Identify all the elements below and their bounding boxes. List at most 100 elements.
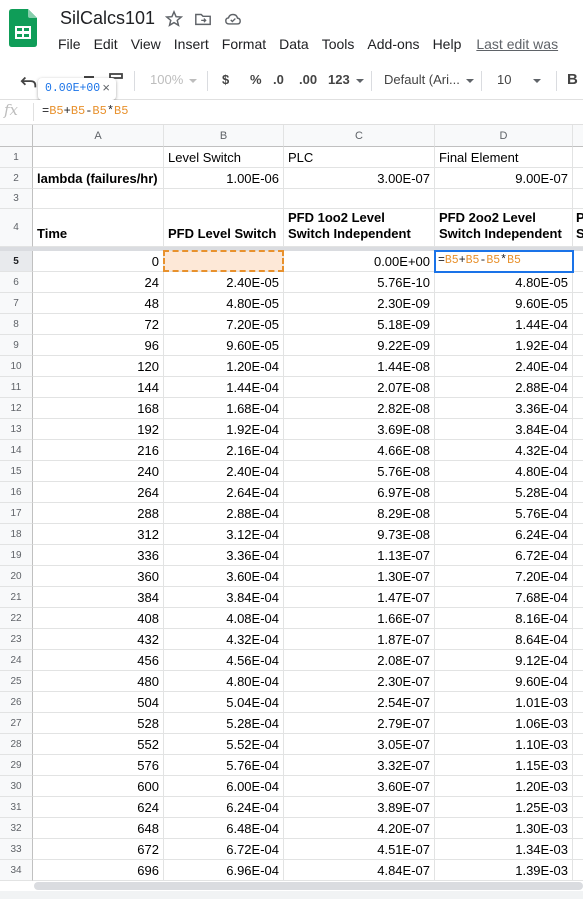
table-cell[interactable]: 3.05E-07	[284, 734, 435, 755]
table-cell[interactable]: 552	[33, 734, 164, 755]
menu-insert[interactable]: Insert	[173, 36, 209, 52]
more-formats-button[interactable]: 123	[328, 72, 364, 87]
table-cell[interactable]	[573, 398, 583, 419]
table-cell[interactable]: 1.44E-04	[435, 314, 573, 335]
table-cell[interactable]	[573, 692, 583, 713]
row-header[interactable]: 27	[0, 713, 33, 734]
table-cell[interactable]: 5.76E-10	[284, 272, 435, 293]
row-header[interactable]: 12	[0, 398, 33, 419]
sheets-logo-icon[interactable]	[9, 9, 37, 47]
table-cell[interactable]: 1.20E-03	[435, 776, 573, 797]
table-cell[interactable]: 3.32E-07	[284, 755, 435, 776]
table-cell[interactable]	[164, 189, 284, 209]
select-all-corner[interactable]	[0, 125, 33, 147]
table-cell[interactable]: 144	[33, 377, 164, 398]
row-header[interactable]: 25	[0, 671, 33, 692]
menu-tools[interactable]: Tools	[321, 36, 355, 52]
column-header-b[interactable]: B	[164, 125, 284, 147]
row-header[interactable]: 14	[0, 440, 33, 461]
column-header-c[interactable]: C	[284, 125, 435, 147]
lambda-final-element[interactable]: 9.00E-07	[435, 168, 573, 189]
table-cell[interactable]: 5.76E-08	[284, 461, 435, 482]
menu-file[interactable]: File	[58, 36, 81, 52]
table-cell[interactable]: 1.39E-03	[435, 860, 573, 881]
row-header[interactable]: 21	[0, 587, 33, 608]
table-cell[interactable]	[573, 461, 583, 482]
table-cell[interactable]: 4.66E-08	[284, 440, 435, 461]
table-cell[interactable]: 1.92E-04	[435, 335, 573, 356]
table-cell[interactable]: 4.80E-04	[164, 671, 284, 692]
row-header[interactable]: 23	[0, 629, 33, 650]
table-cell[interactable]: 408	[33, 608, 164, 629]
decrease-decimal-button[interactable]: .0	[273, 72, 284, 87]
table-cell[interactable]	[573, 608, 583, 629]
lambda-label[interactable]: lambda (failures/hr)	[33, 168, 164, 189]
header-pfd-level-switch[interactable]: PFD Level Switch	[164, 209, 284, 247]
row-header[interactable]: 3	[0, 189, 33, 209]
table-cell[interactable]: 1.34E-03	[435, 839, 573, 860]
move-folder-icon[interactable]	[194, 10, 212, 28]
table-cell[interactable]: 3.60E-07	[284, 776, 435, 797]
table-cell[interactable]: 5.52E-04	[164, 734, 284, 755]
menu-view[interactable]: View	[130, 36, 161, 52]
table-cell[interactable]: 8.16E-04	[435, 608, 573, 629]
table-cell[interactable]	[573, 860, 583, 881]
row-header[interactable]: 20	[0, 566, 33, 587]
row-header[interactable]: 4	[0, 209, 33, 247]
table-cell[interactable]: 4.80E-04	[435, 461, 573, 482]
cloud-saved-icon[interactable]	[224, 10, 242, 28]
menu-help[interactable]: Help	[432, 36, 462, 52]
table-cell[interactable]: 1.06E-03	[435, 713, 573, 734]
table-cell[interactable]	[573, 503, 583, 524]
row-header[interactable]: 5	[0, 251, 33, 272]
table-cell[interactable]	[573, 629, 583, 650]
header-partial[interactable]: P S	[573, 209, 583, 247]
table-cell[interactable]: 4.08E-04	[164, 608, 284, 629]
table-cell[interactable]: 4.80E-05	[164, 293, 284, 314]
table-cell[interactable]	[573, 314, 583, 335]
table-cell[interactable]: 192	[33, 419, 164, 440]
table-cell[interactable]	[573, 356, 583, 377]
header-plc[interactable]: PLC	[284, 147, 435, 168]
table-cell[interactable]	[573, 335, 583, 356]
table-cell[interactable]: 5.28E-04	[164, 713, 284, 734]
table-cell[interactable]: 1.01E-03	[435, 692, 573, 713]
table-cell[interactable]	[573, 545, 583, 566]
table-cell[interactable]	[573, 776, 583, 797]
table-cell[interactable]	[573, 147, 583, 168]
row-header[interactable]: 6	[0, 272, 33, 293]
menu-add-ons[interactable]: Add-ons	[367, 36, 420, 52]
table-cell[interactable]: 216	[33, 440, 164, 461]
table-cell[interactable]: 9.22E-09	[284, 335, 435, 356]
table-cell[interactable]: 3.60E-04	[164, 566, 284, 587]
row-header[interactable]: 19	[0, 545, 33, 566]
table-cell[interactable]: 600	[33, 776, 164, 797]
table-cell[interactable]: 2.08E-07	[284, 650, 435, 671]
table-cell[interactable]	[573, 713, 583, 734]
row-header[interactable]: 22	[0, 608, 33, 629]
table-cell[interactable]: 288	[33, 503, 164, 524]
table-cell[interactable]: 576	[33, 755, 164, 776]
table-cell[interactable]: 2.40E-05	[164, 272, 284, 293]
table-cell[interactable]: 528	[33, 713, 164, 734]
row-header[interactable]: 28	[0, 734, 33, 755]
table-cell[interactable]: 1.25E-03	[435, 797, 573, 818]
table-cell[interactable]: 2.64E-04	[164, 482, 284, 503]
row-header[interactable]: 31	[0, 797, 33, 818]
table-cell[interactable]: 264	[33, 482, 164, 503]
table-cell[interactable]	[573, 734, 583, 755]
table-cell[interactable]: 96	[33, 335, 164, 356]
column-header-d[interactable]: D	[435, 125, 573, 147]
table-cell[interactable]: 2.79E-07	[284, 713, 435, 734]
font-select[interactable]: Default (Ari...	[384, 72, 474, 87]
undo-icon[interactable]	[20, 73, 38, 91]
table-cell[interactable]: 1.20E-04	[164, 356, 284, 377]
table-cell[interactable]	[573, 377, 583, 398]
star-icon[interactable]	[165, 10, 183, 28]
table-cell[interactable]	[435, 189, 573, 209]
table-cell[interactable]: 672	[33, 839, 164, 860]
table-cell[interactable]: 9.60E-05	[164, 335, 284, 356]
table-cell[interactable]: 2.88E-04	[435, 377, 573, 398]
table-cell[interactable]: 1.44E-08	[284, 356, 435, 377]
table-cell[interactable]	[33, 189, 164, 209]
